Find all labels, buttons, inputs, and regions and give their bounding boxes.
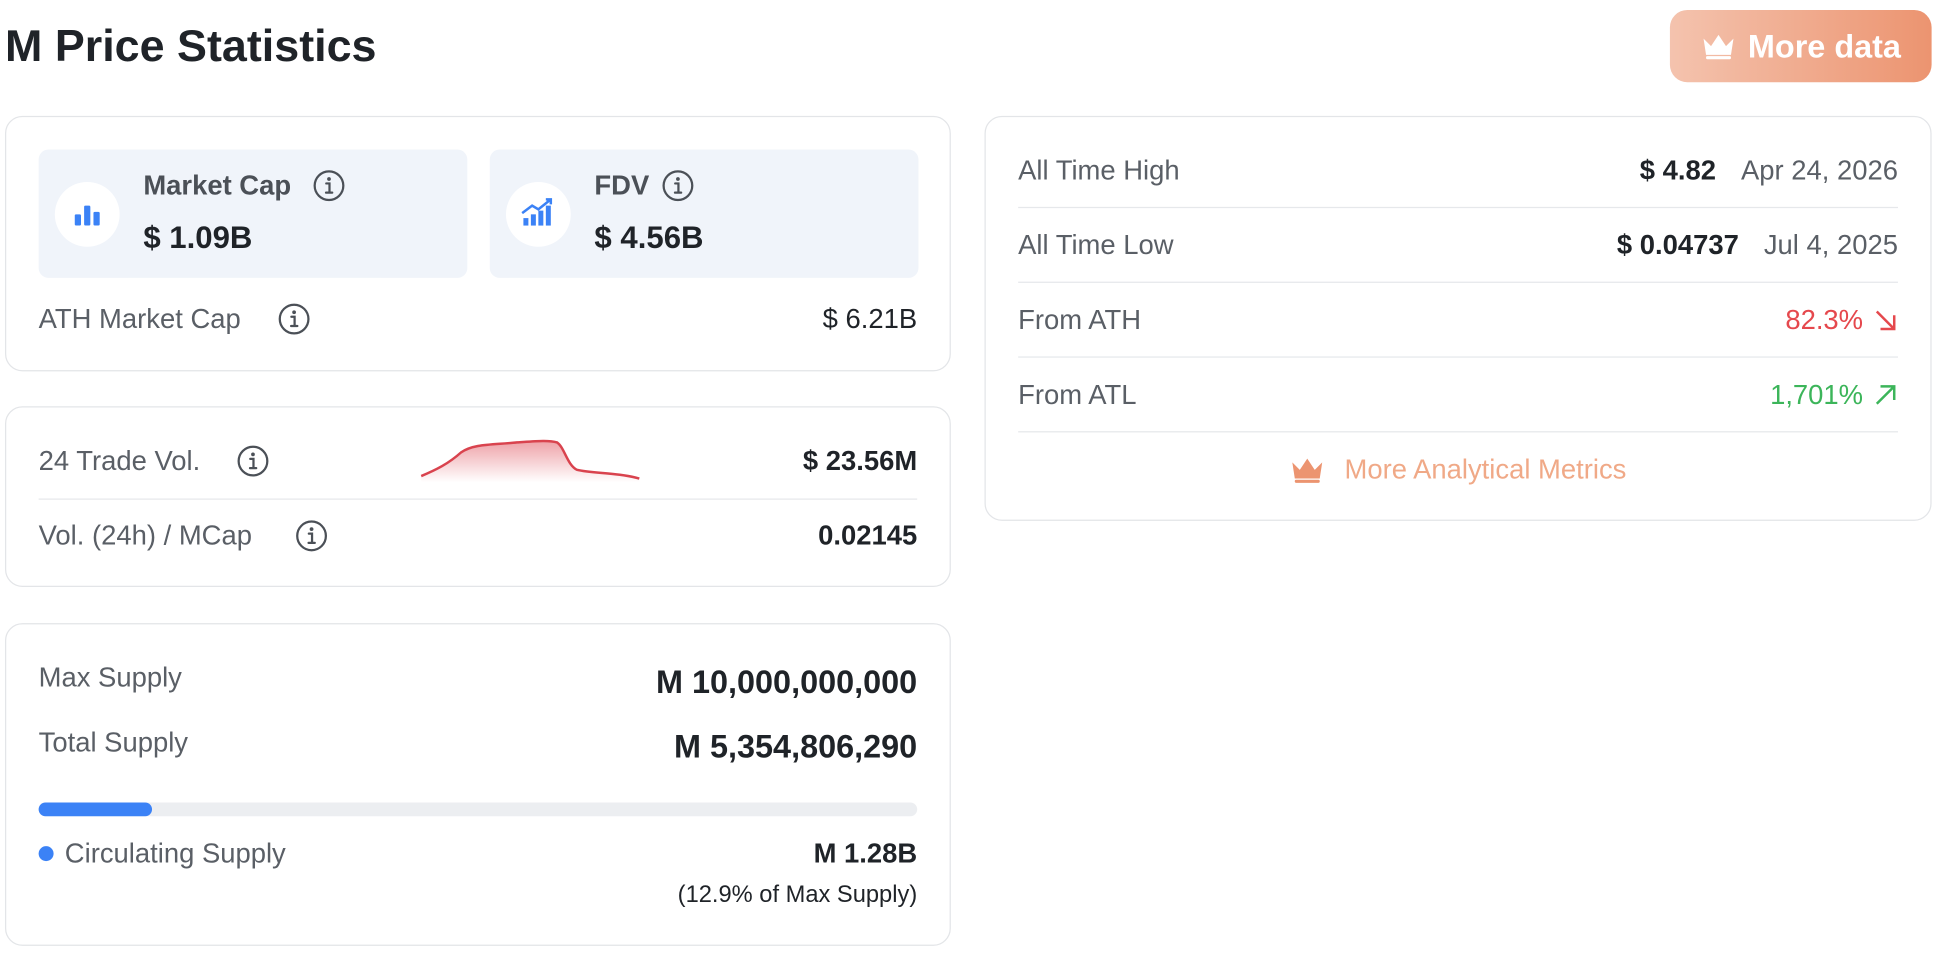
info-icon[interactable]	[277, 302, 312, 337]
fdv-label: FDV	[594, 169, 650, 201]
ath-date: Apr 24, 2026	[1740, 154, 1898, 186]
crown-icon	[1701, 32, 1736, 59]
from-atl-label: From ATL	[1018, 378, 1137, 410]
total-supply-value: M 5,354,806,290	[673, 727, 918, 766]
growth-icon	[505, 181, 571, 247]
supply-track	[38, 802, 918, 817]
from-atl-value: 1,701%	[1770, 378, 1864, 410]
bar-icon	[54, 181, 120, 247]
vol-mcap-label: Vol. (24h) / MCap	[38, 519, 252, 551]
from-ath-values: 82.3%	[1785, 304, 1898, 336]
atl-date: Jul 4, 2025	[1763, 229, 1898, 261]
info-icon[interactable]	[660, 168, 695, 203]
volume-value: $ 23.56M	[802, 444, 918, 477]
volume-sparkline	[420, 439, 640, 483]
fdv-value: $ 4.56B	[594, 220, 704, 256]
circulating-label: Circulating Supply	[64, 837, 286, 869]
info-icon[interactable]	[236, 444, 271, 479]
total-supply-label: Total Supply	[38, 726, 189, 758]
from-atl-values: 1,701%	[1770, 379, 1898, 411]
page-title: M Price Statistics	[4, 19, 377, 72]
info-icon[interactable]	[294, 518, 329, 553]
divider	[1018, 431, 1898, 433]
ath-label: All Time High	[1018, 154, 1180, 186]
from-ath-value: 82.3%	[1785, 304, 1864, 336]
market-cap-box: Market Cap $ 1.09B	[38, 149, 468, 278]
vol-mcap-value: 0.02145	[818, 519, 918, 551]
analytics-link[interactable]: More Analytical Metrics	[986, 454, 1931, 486]
ath-market-cap-label: ATH Market Cap	[38, 302, 241, 334]
supply-card: Max Supply M 10,000,000,000 Total Supply…	[4, 623, 951, 946]
ath-value: $ 4.82	[1639, 154, 1717, 186]
market-cap-value: $ 1.09B	[143, 220, 253, 256]
up-arrow	[1875, 385, 1896, 405]
max-supply-value: M 10,000,000,000	[655, 662, 918, 701]
divider	[1018, 356, 1898, 358]
info-icon[interactable]	[312, 168, 347, 203]
divider	[1018, 281, 1898, 283]
legend-dot	[38, 846, 54, 862]
max-supply-label: Max Supply	[38, 661, 182, 693]
ath-market-cap-value: $ 6.21B	[822, 302, 918, 334]
atl-values: $ 0.04737 Jul 4, 2025	[1617, 229, 1898, 261]
atl-label: All Time Low	[1018, 229, 1174, 261]
atl-value: $ 0.04737	[1616, 229, 1739, 261]
ath-values: $ 4.82 Apr 24, 2026	[1640, 155, 1898, 187]
circulating-value: M 1.28B	[813, 837, 918, 869]
divider	[1018, 206, 1898, 209]
market-card: Market Cap $ 1.09B FDV $ 4.56B ATH Marke…	[4, 115, 951, 372]
market-cap-label: Market Cap	[143, 169, 292, 201]
analytics-link-label: More Analytical Metrics	[1344, 453, 1627, 485]
volume-card: 24 Trade Vol. $ 23.56M Vol. (24h) / MCap…	[4, 406, 951, 587]
more-data-button[interactable]: More data	[1669, 9, 1932, 83]
divider	[38, 498, 918, 500]
button-label: More data	[1747, 26, 1901, 65]
history-card: All Time High $ 4.82 Apr 24, 2026 All Ti…	[984, 115, 1932, 521]
crown-icon	[1290, 456, 1325, 483]
fdv-box: FDV $ 4.56B	[489, 149, 919, 278]
down-arrow	[1875, 310, 1896, 331]
circulating-note: (12.9% of Max Supply)	[677, 882, 918, 909]
from-ath-label: From ATH	[1018, 304, 1142, 336]
volume-label: 24 Trade Vol.	[38, 444, 201, 477]
supply-progress	[38, 802, 152, 817]
